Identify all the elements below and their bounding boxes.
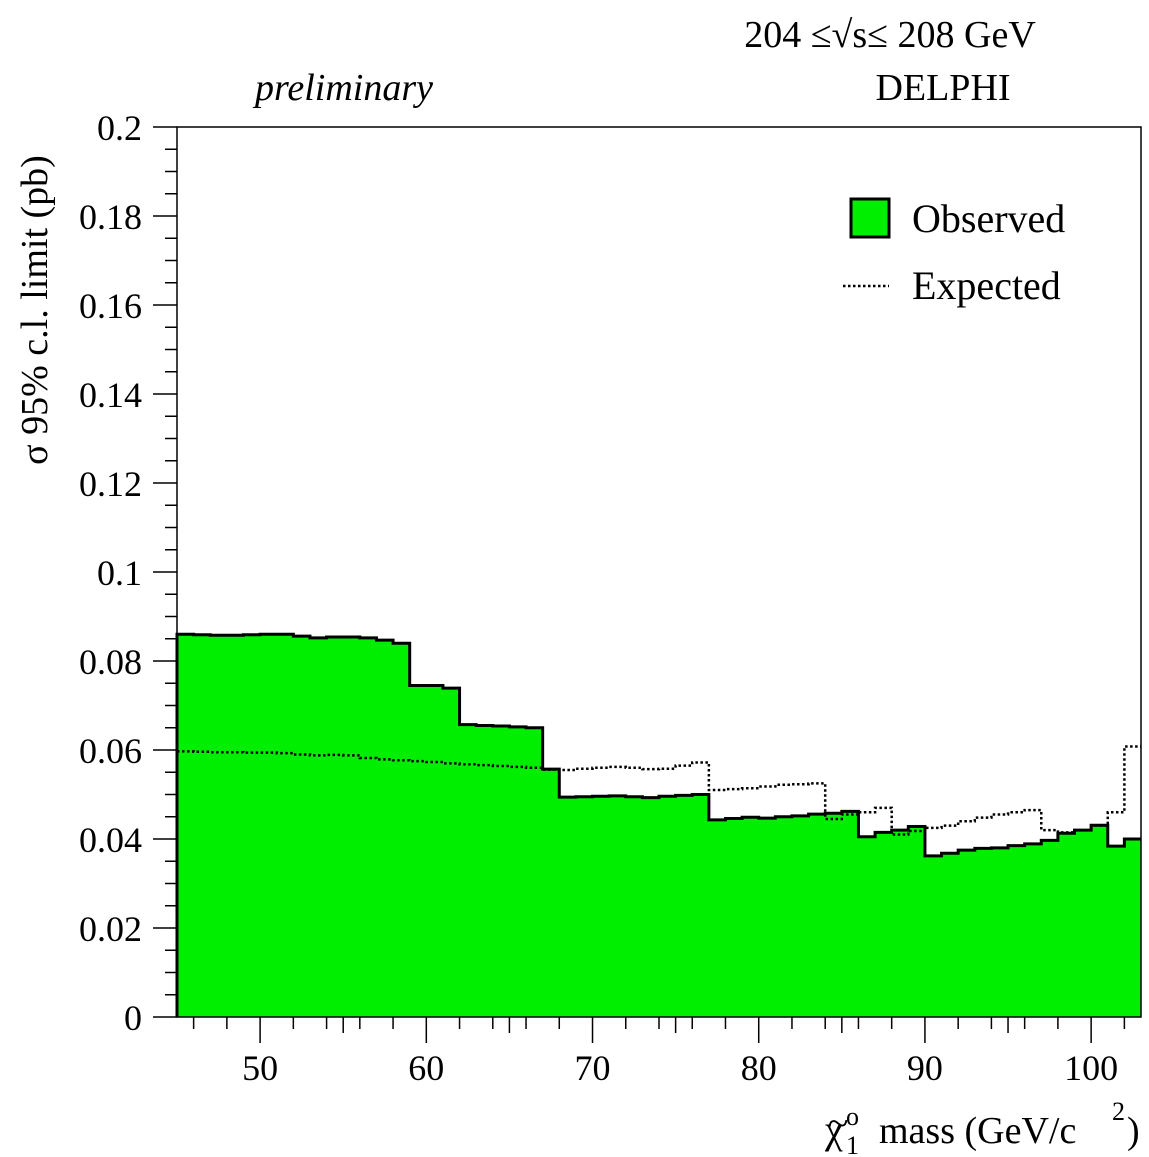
x-axis-label-close: ) bbox=[1127, 1110, 1140, 1152]
y-tick-label: 0.18 bbox=[79, 197, 142, 237]
y-tick-label: 0.12 bbox=[79, 464, 142, 504]
observed-line bbox=[175, 632, 1141, 1017]
legend-swatch-observed bbox=[849, 197, 891, 239]
x-tick-label: 80 bbox=[741, 1048, 777, 1088]
y-tick-label: 0.1 bbox=[97, 553, 142, 593]
energy-label: 204 ≤√s≤ 208 GeV bbox=[744, 14, 1036, 56]
y-axis: 0 0.02 0.04 0.06 0.08 0.1 0.12 0.14 0.16 0.18 0.2 bbox=[79, 108, 177, 1038]
y-tick-label: 0.04 bbox=[79, 820, 142, 860]
legend: Observed Expected bbox=[843, 196, 1065, 308]
x-tick-label: 100 bbox=[1064, 1048, 1118, 1088]
x-axis-label: ~ χ o 1 mass (GeV/c 2 ) bbox=[824, 1097, 1140, 1157]
observed-area bbox=[177, 634, 1141, 1017]
plot-area bbox=[175, 632, 1141, 1017]
status-label: preliminary bbox=[252, 67, 433, 109]
y-tick-label: 0.16 bbox=[79, 286, 142, 326]
y-tick-label: 0.14 bbox=[79, 375, 142, 415]
x-axis-label-sub: 1 bbox=[846, 1131, 859, 1157]
y-tick-label: 0.08 bbox=[79, 642, 142, 682]
legend-label-expected: Expected bbox=[912, 263, 1061, 308]
x-axis-label-sup: o bbox=[846, 1102, 859, 1131]
y-axis-label: σ 95% c.l. limit (pb) bbox=[14, 155, 56, 465]
x-axis-label-particle: χ bbox=[824, 1107, 843, 1152]
x-tick-label: 70 bbox=[575, 1048, 611, 1088]
x-axis-label-text: mass (GeV/c bbox=[879, 1110, 1076, 1152]
x-axis-label-tilde: ~ bbox=[828, 1103, 849, 1145]
x-axis-label-power: 2 bbox=[1112, 1097, 1125, 1126]
experiment-label: DELPHI bbox=[875, 67, 1010, 109]
x-axis: 50 60 70 80 90 100 bbox=[192, 1017, 1126, 1088]
y-tick-label: 0.06 bbox=[79, 731, 142, 771]
y-tick-label: 0 bbox=[124, 998, 142, 1038]
x-tick-label: 50 bbox=[242, 1048, 278, 1088]
x-tick-label: 90 bbox=[907, 1048, 943, 1088]
y-tick-label: 0.02 bbox=[79, 909, 142, 949]
y-tick-label: 0.2 bbox=[97, 108, 142, 148]
expected-line bbox=[177, 745, 1141, 836]
x-tick-label: 60 bbox=[408, 1048, 444, 1088]
legend-label-observed: Observed bbox=[912, 196, 1065, 241]
